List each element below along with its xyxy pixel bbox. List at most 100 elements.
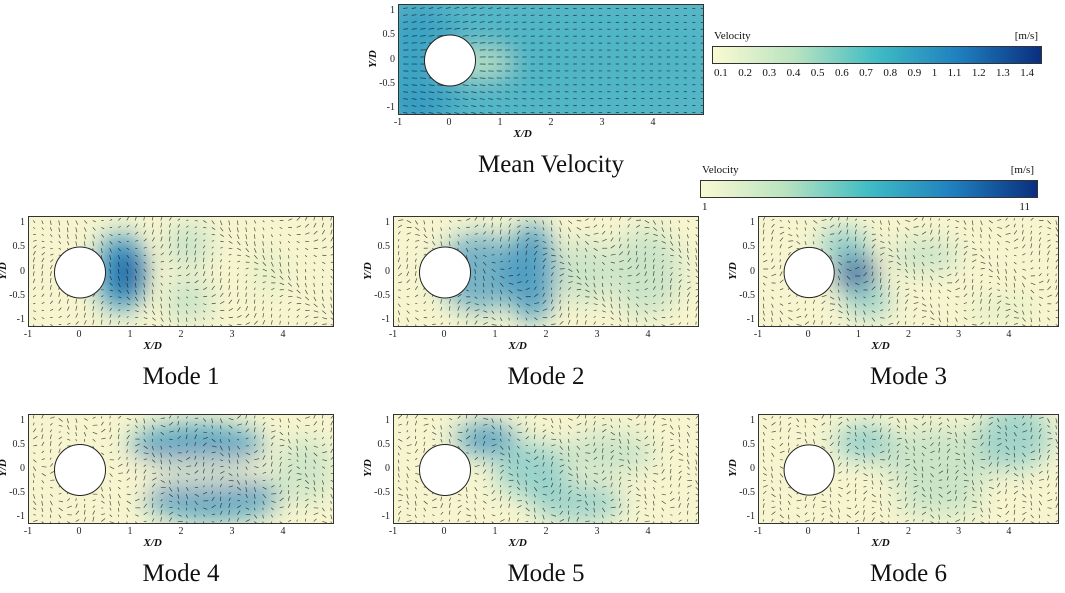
panel-caption: Mode 3 — [869, 363, 948, 390]
x-tick-label: 4 — [645, 526, 651, 537]
y-axis-label: Y/D — [366, 49, 379, 68]
x-axis-label: X/D — [508, 537, 527, 549]
colorbar-tick-label: 1.4 — [1020, 67, 1034, 79]
colorbar-tick-label: 0.7 — [859, 67, 873, 79]
y-tick-label: -1 — [16, 510, 25, 522]
x-tick-label: 3 — [956, 329, 962, 340]
colorbar-ticks: 1 11 — [702, 201, 1030, 213]
y-tick-label: 0.5 — [742, 439, 756, 451]
x-tick-label: -1 — [393, 117, 403, 128]
x-tick-label: 0 — [441, 329, 447, 340]
y-tick-label: -0.5 — [739, 486, 755, 498]
panel-caption: Mode 5 — [507, 560, 585, 587]
y-axis-label: Y/D — [361, 459, 374, 477]
x-tick-label: 2 — [548, 117, 554, 128]
y-tick-label: 0.5 — [742, 241, 756, 253]
x-tick-label: 0 — [441, 526, 447, 537]
x-tick-label: 2 — [178, 329, 184, 340]
x-tick-label: 0 — [805, 526, 811, 537]
x-axis-label: X/D — [513, 128, 532, 140]
x-tick-label: 4 — [1006, 329, 1012, 340]
colorbar-tick-label: 0.5 — [810, 67, 825, 79]
mode-4-panel: 1 0.5 0 -0.5 -1 -1 0 1 2 3 4 X/D Y/D Mode 4 — [0, 410, 340, 593]
y-tick-label: -1 — [386, 101, 395, 113]
panel-caption: Mode 2 — [507, 363, 585, 390]
y-tick-label: -0.5 — [739, 289, 755, 301]
y-tick-label: 0.5 — [12, 439, 26, 451]
y-tick-label: 0.5 — [377, 241, 391, 253]
y-axis-label: Y/D — [726, 459, 739, 477]
x-tick-label: -1 — [753, 526, 763, 537]
x-axis-label: X/D — [143, 340, 162, 352]
x-tick-label: 4 — [650, 117, 656, 128]
velocity-field — [393, 414, 699, 524]
panel-caption: Mean Velocity — [477, 151, 625, 178]
colorbar-tick-label: 1 — [931, 67, 938, 79]
y-tick-label: -1 — [381, 313, 390, 325]
velocity-field — [758, 216, 1059, 327]
x-tick-label: 2 — [906, 526, 911, 537]
colorbar-mean: Velocity [m/s] 0.1 0.2 0.3 0.4 0.5 0.6 0.7 0.8 0.9… — [712, 30, 1042, 85]
x-tick-label: 4 — [645, 329, 651, 340]
y-tick-label: 0 — [20, 265, 25, 277]
x-tick-label: -1 — [753, 329, 763, 340]
x-tick-label: 1 — [492, 526, 498, 537]
panel-caption: Mode 4 — [142, 560, 220, 587]
x-tick-label: 1 — [497, 117, 503, 128]
cylinder — [54, 444, 106, 496]
y-tick-label: 0.5 — [382, 29, 396, 41]
y-tick-label: 1 — [750, 217, 755, 229]
y-tick-label: 0 — [20, 463, 25, 474]
y-tick-label: -0.5 — [9, 486, 25, 498]
y-tick-label: -1 — [746, 510, 755, 522]
y-tick-label: 1 — [20, 217, 25, 229]
x-tick-label: 1 — [127, 526, 133, 537]
x-tick-label: 2 — [543, 329, 549, 340]
x-tick-label: -1 — [388, 526, 398, 537]
mode-6-panel: 1 0.5 0 -0.5 -1 -1 0 1 2 3 4 X/D Y/D Mode 6 — [726, 410, 1065, 593]
y-tick-label: -1 — [381, 510, 390, 522]
x-tick-label: -1 — [388, 329, 398, 340]
y-axis-label: Y/D — [361, 261, 374, 280]
y-axis-label: Y/D — [0, 261, 9, 280]
x-tick-label: 2 — [543, 526, 549, 537]
colorbar-tick-label: 0.8 — [883, 67, 898, 79]
velocity-field — [28, 216, 334, 327]
colorbar-tick-label: 1.1 — [947, 67, 962, 79]
panel-caption: Mode 1 — [142, 363, 220, 390]
y-tick-label: 1 — [20, 415, 25, 427]
mean-velocity-panel: 1 0.5 0 -0.5 -1 -1 0 1 2 3 4 X/D Y/D Mean Velocity — [366, 0, 710, 185]
y-tick-label: -1 — [746, 313, 755, 325]
y-tick-label: 0.5 — [12, 241, 26, 253]
x-tick-label: 3 — [229, 329, 235, 340]
velocity-field — [393, 216, 699, 327]
colorbar-title: Velocity — [714, 30, 751, 42]
y-tick-label: 0 — [385, 463, 390, 474]
x-tick-label: 1 — [492, 329, 498, 340]
x-tick-label: 0 — [76, 526, 82, 537]
x-tick-label: 0 — [805, 329, 811, 340]
x-tick-label: 1 — [127, 329, 133, 340]
x-tick-label: 3 — [599, 117, 605, 128]
y-tick-label: 1 — [385, 415, 390, 427]
mode-3-panel: 1 0.5 0 -0.5 -1 -1 0 1 2 3 4 X/D Y/D Mode 3 — [727, 212, 1065, 397]
colorbar-tick-label: 1 — [702, 201, 708, 213]
x-tick-label: 3 — [594, 329, 600, 340]
colorbar-tick-label: 0.1 — [714, 67, 728, 79]
y-tick-label: -0.5 — [374, 486, 390, 498]
x-tick-label: -1 — [23, 526, 33, 537]
x-tick-label: 1 — [855, 329, 861, 340]
x-tick-label: 4 — [1006, 526, 1012, 537]
colorbar-tick-label: 0.4 — [786, 67, 801, 79]
y-tick-label: 0 — [750, 463, 755, 474]
mode-1-panel: 1 0.5 0 -0.5 -1 -1 0 1 2 3 4 X/D Y/D Mode 1 — [0, 212, 340, 397]
x-tick-label: 4 — [280, 329, 286, 340]
cylinder — [419, 444, 471, 496]
colorbar-tick-label: 0.2 — [738, 67, 752, 79]
x-tick-label: 3 — [956, 526, 962, 537]
x-tick-label: 1 — [855, 526, 861, 537]
y-tick-label: -1 — [16, 313, 25, 325]
colorbar-tick-label: 11 — [1019, 201, 1030, 213]
colorbar-tick-label: 0.9 — [907, 67, 922, 79]
x-axis-label: X/D — [143, 537, 162, 549]
